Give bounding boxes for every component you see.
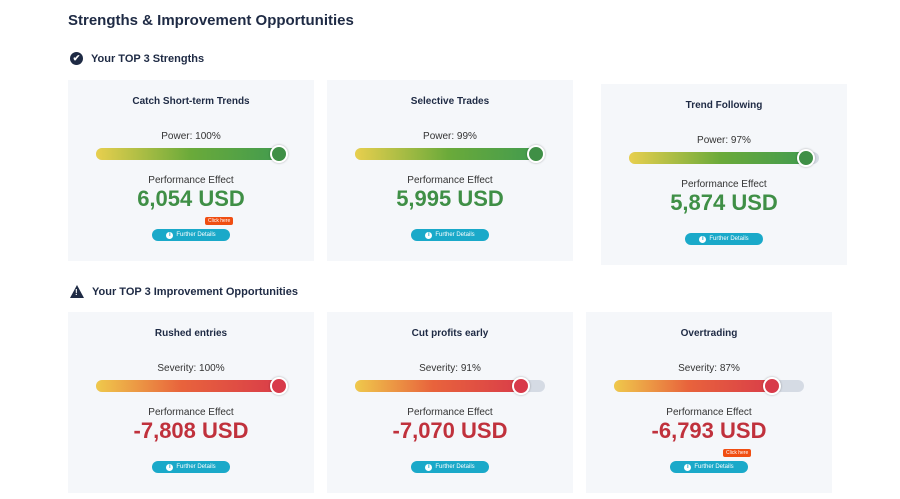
effect-value: -7,808 USD [133, 418, 249, 443]
further-details-button[interactable]: i Further Details [685, 233, 763, 245]
info-icon: i [425, 463, 433, 471]
info-icon: i [684, 463, 692, 471]
level-fill [629, 152, 814, 164]
effect-value: -7,070 USD [392, 418, 508, 443]
level-fill [96, 380, 286, 392]
level-thumb [527, 145, 546, 163]
level-bar [355, 377, 545, 395]
info-icon: i [699, 235, 707, 243]
card-title: Trend Following [685, 100, 763, 111]
further-details-button[interactable]: i Further Details [411, 461, 489, 473]
level-label: Power: 97% [697, 135, 751, 146]
improvements-heading: ! Your TOP 3 Improvement Opportunities [70, 285, 298, 298]
effect-value: 6,054 USD [137, 186, 245, 211]
strength-card: Trend Following Power: 97% Performance E… [601, 84, 847, 265]
info-icon: i [166, 231, 174, 239]
improvement-card: Overtrading Severity: 87% Performance Ef… [586, 312, 832, 493]
info-icon: i [166, 463, 174, 471]
button-label: Further Details [709, 236, 749, 242]
level-fill [355, 380, 528, 392]
button-label: Further Details [176, 232, 216, 238]
effect-label: Performance Effect [407, 407, 493, 418]
level-thumb [763, 377, 782, 395]
level-label: Severity: 87% [678, 363, 740, 374]
card-title: Cut profits early [411, 328, 489, 339]
level-thumb [270, 377, 288, 395]
button-label: Further Details [694, 464, 734, 470]
level-thumb [511, 377, 530, 395]
button-label: Further Details [435, 464, 475, 470]
card-title: Catch Short-term Trends [132, 96, 250, 107]
level-bar [96, 377, 288, 395]
improvement-card: Cut profits early Severity: 91% Performa… [327, 312, 573, 493]
card-title: Overtrading [680, 328, 738, 339]
level-thumb [797, 149, 816, 167]
further-details-button[interactable]: i Further Details [411, 229, 489, 241]
strength-card: Catch Short-term Trends Power: 100% Perf… [68, 80, 314, 261]
click-here-tooltip[interactable]: Click here [205, 217, 234, 225]
effect-label: Performance Effect [666, 407, 752, 418]
level-label: Power: 99% [423, 131, 477, 142]
click-here-tooltip[interactable]: Click here [723, 449, 752, 457]
effect-label: Performance Effect [148, 407, 234, 418]
level-fill [355, 148, 544, 160]
button-label: Further Details [435, 232, 475, 238]
button-label: Further Details [176, 464, 216, 470]
level-bar [629, 149, 819, 167]
effect-label: Performance Effect [148, 175, 234, 186]
improvement-card: Rushed entries Severity: 100% Performanc… [68, 312, 314, 493]
strength-card: Selective Trades Power: 99% Performance … [327, 80, 573, 261]
level-fill [96, 148, 286, 160]
strengths-heading-text: Your TOP 3 Strengths [91, 52, 205, 65]
level-bar [614, 377, 804, 395]
effect-value: 5,874 USD [670, 190, 778, 215]
effect-label: Performance Effect [681, 179, 767, 190]
page-title: Strengths & Improvement Opportunities [68, 12, 354, 29]
strengths-heading: ✔ Your TOP 3 Strengths [70, 52, 204, 65]
card-title: Selective Trades [410, 96, 490, 107]
warning-icon: ! [70, 285, 84, 298]
level-label: Severity: 91% [419, 363, 481, 374]
effect-label: Performance Effect [407, 175, 493, 186]
level-label: Power: 100% [161, 131, 221, 142]
level-label: Severity: 100% [157, 363, 225, 374]
level-fill [614, 380, 780, 392]
further-details-button[interactable]: i Further Details [152, 229, 230, 241]
effect-value: -6,793 USD [651, 418, 767, 443]
level-thumb [270, 145, 288, 163]
further-details-button[interactable]: i Further Details [152, 461, 230, 473]
level-bar [355, 145, 546, 163]
further-details-button[interactable]: i Further Details [670, 461, 748, 473]
check-circle-icon: ✔ [70, 52, 83, 65]
improvements-heading-text: Your TOP 3 Improvement Opportunities [92, 285, 298, 298]
card-title: Rushed entries [154, 328, 228, 339]
level-bar [96, 145, 288, 163]
info-icon: i [425, 231, 433, 239]
effect-value: 5,995 USD [396, 186, 504, 211]
